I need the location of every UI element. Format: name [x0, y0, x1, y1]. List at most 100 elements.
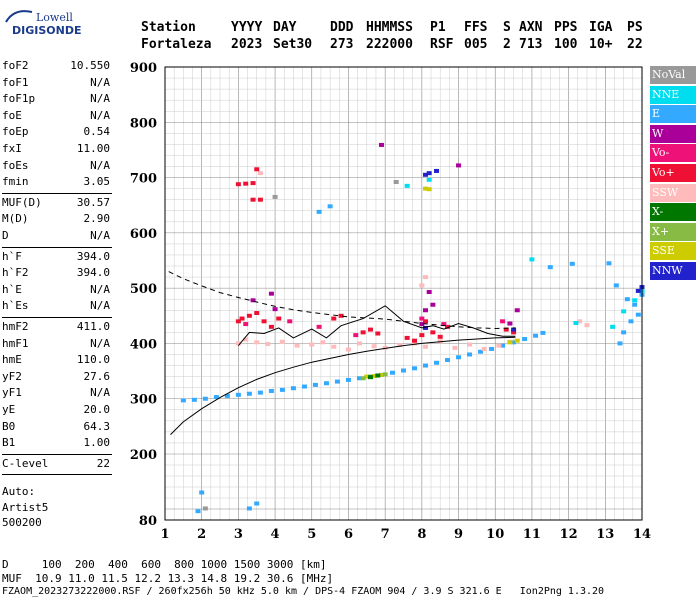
param-key: foEp: [2, 125, 29, 139]
header-row1-cell: PS: [627, 20, 643, 35]
echo-point: [224, 393, 230, 398]
param-separator: [2, 317, 112, 318]
param-key: B0: [2, 419, 16, 433]
param-key: C-level: [2, 456, 49, 470]
y-tick-label: 300: [130, 393, 157, 408]
x-tick-label: 6: [344, 527, 353, 542]
param-value: N/A: [90, 299, 110, 313]
param-value: N/A: [90, 158, 110, 172]
echo-point: [378, 372, 384, 377]
echo-point: [257, 390, 263, 395]
param-key: foF1p: [2, 92, 36, 106]
param-key: fmin: [2, 175, 29, 189]
legend-item: X+: [650, 222, 696, 241]
echo-point: [382, 372, 388, 377]
header-row1-cell: PPS: [554, 20, 578, 35]
echo-points: [180, 142, 645, 514]
echo-point: [276, 316, 282, 321]
header-row2-cell: 10+: [589, 37, 613, 52]
echo-point: [202, 396, 208, 401]
header-row1-cell: S: [503, 20, 511, 35]
param-key: yE: [2, 403, 16, 416]
param-row: B0 64.3: [2, 420, 110, 433]
y-tick-label: 800: [130, 116, 157, 131]
echo-point: [573, 320, 579, 325]
legend-item: E: [650, 105, 696, 124]
echo-point: [445, 324, 451, 329]
echo-point: [202, 506, 208, 511]
footer-distance-line: D 100 200 400 600 800 1000 1500 3000 [km…: [2, 558, 327, 571]
echo-point: [632, 302, 638, 307]
echo-point: [514, 308, 520, 313]
x-tick-label: 4: [271, 527, 280, 542]
legend-item: NNE: [650, 85, 696, 104]
echo-point: [272, 307, 278, 312]
param-separator: [2, 192, 112, 194]
param-value: N/A: [90, 92, 110, 106]
echo-point: [364, 374, 370, 379]
echo-point: [265, 341, 271, 346]
param-value: 0.54: [83, 125, 111, 139]
header-row2-cell: 2: [503, 37, 511, 52]
echo-point: [287, 319, 293, 324]
echo-point: [569, 261, 575, 266]
echo-point: [268, 324, 274, 329]
echo-point: [456, 355, 462, 360]
echo-point: [389, 370, 395, 375]
logo-text-lowell: Lowell: [36, 11, 73, 24]
echo-point: [419, 316, 425, 321]
echo-point: [426, 290, 432, 295]
param-value: 411.0: [76, 320, 110, 333]
echo-point: [239, 316, 245, 321]
echo-point: [478, 349, 484, 354]
echo-point: [426, 187, 432, 192]
x-tick-label: 1: [160, 527, 169, 542]
param-key: D: [2, 229, 9, 242]
echo-point: [268, 291, 274, 296]
param-value: 394.0: [76, 266, 110, 280]
echo-point: [533, 333, 539, 338]
echo-point: [250, 197, 256, 202]
param-value: N/A: [90, 108, 110, 122]
param-row: M(D) 2.90: [2, 212, 110, 225]
echo-point: [419, 322, 425, 327]
y-tick-label: 200: [130, 448, 157, 463]
echo-point: [632, 298, 638, 303]
param-row: foF1 N/A: [2, 76, 110, 89]
echo-point: [452, 345, 458, 350]
echo-point: [441, 322, 447, 327]
echo-point: [434, 360, 440, 365]
param-row: h`F2 394.0: [2, 266, 110, 279]
chart-grid: [165, 66, 642, 520]
x-tick-label: 5: [307, 527, 316, 542]
param-row: foEs N/A: [2, 159, 110, 172]
param-value: N/A: [90, 336, 110, 350]
header-row2-cell: RSF: [430, 37, 454, 52]
echo-point: [529, 257, 535, 262]
param-value: 3.05: [83, 175, 111, 189]
param-row: hmF1 N/A: [2, 337, 110, 350]
param-value: 22: [96, 456, 110, 470]
header-row2-cell: Fortaleza: [141, 37, 212, 52]
echo-point: [356, 376, 362, 381]
param-value: 64.3: [83, 419, 111, 433]
echo-point: [467, 352, 473, 357]
param-key: fxI: [2, 142, 22, 155]
legend-item: W: [650, 124, 696, 143]
x-tick-label: 12: [560, 527, 578, 542]
echo-point: [496, 343, 502, 348]
echo-point: [338, 313, 344, 318]
echo-point: [617, 341, 623, 346]
param-value: 2.90: [83, 212, 111, 226]
echo-point: [445, 358, 451, 363]
y-tick-label: 400: [130, 337, 157, 352]
echo-point: [243, 181, 249, 186]
echo-point: [199, 490, 205, 495]
echo-point: [279, 387, 285, 392]
echo-point: [279, 339, 285, 344]
echo-point: [419, 333, 425, 338]
echo-point: [334, 379, 340, 384]
param-value: 20.0: [83, 403, 111, 416]
param-key: B1: [2, 436, 16, 450]
param-row: foF1p N/A: [2, 92, 110, 105]
